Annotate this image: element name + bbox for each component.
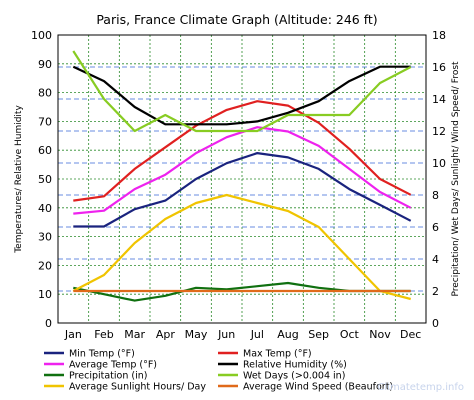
x-tick-label: Dec xyxy=(400,328,421,341)
y-tick-left: 10 xyxy=(38,288,52,301)
series-line-max-temp-f xyxy=(73,100,412,202)
series-line-wet-days-0-004-in xyxy=(72,50,412,133)
legend-label-wet-days-0-004-in: Wet Days (>0.004 in) xyxy=(243,371,345,382)
plot-border xyxy=(57,34,427,324)
x-tick-label: Mar xyxy=(124,328,145,341)
y-tick-right: 0 xyxy=(432,317,439,330)
legend-label-average-wind-speed-beaufort: Average Wind Speed (Beaufort) xyxy=(243,382,393,393)
x-axis-ticks: Jan Feb Mar Apr May Jun Jul Aug Sep Oct Nov Dec xyxy=(64,328,421,341)
y-tick-left: 100 xyxy=(31,29,52,42)
y-tick-left: 30 xyxy=(38,231,52,244)
legend-label-relative-humidity: Relative Humidity (%) xyxy=(243,360,347,371)
x-tick-label: Jan xyxy=(64,328,82,341)
y-tick-right: 4 xyxy=(432,253,439,266)
legend-label-min-temp-f: Min Temp (°F) xyxy=(69,349,135,360)
y-tick-left: 0 xyxy=(45,317,52,330)
y-tick-left: 80 xyxy=(38,87,52,100)
y-tick-right: 10 xyxy=(432,157,446,170)
x-tick-label: Jun xyxy=(217,328,235,341)
y-tick-left: 50 xyxy=(38,173,52,186)
y-tick-left: 40 xyxy=(38,202,52,215)
x-tick-label: Feb xyxy=(94,328,113,341)
y-tick-left: 60 xyxy=(38,144,52,157)
series-line-average-temp-f xyxy=(73,126,412,215)
x-tick-label: Jul xyxy=(250,328,264,341)
legend: Min Temp (°F) Max Temp (°F) Average Temp (… xyxy=(44,349,393,393)
legend-label-precipitation-in: Precipitation (in) xyxy=(69,371,147,382)
legend-label-max-temp-f: Max Temp (°F) xyxy=(243,349,312,360)
y-axis-left-ticks: 0 10 20 30 40 50 60 70 80 90 100 xyxy=(31,29,52,330)
x-tick-label: Apr xyxy=(156,328,176,341)
x-tick-label: Aug xyxy=(277,328,298,341)
y-tick-right: 14 xyxy=(432,93,446,106)
x-tick-label: Nov xyxy=(369,328,391,341)
y-tick-right: 6 xyxy=(432,221,439,234)
series-line-average-sunlight-hours-day xyxy=(72,193,411,301)
legend-label-average-sunlight-hours-day: Average Sunlight Hours/ Day xyxy=(69,382,206,393)
y-tick-right: 16 xyxy=(432,61,446,74)
y-axis-left-label: Temperatures/ Relative Humidity xyxy=(14,105,24,254)
y-tick-left: 20 xyxy=(38,259,52,272)
y-tick-right: 8 xyxy=(432,189,439,202)
series-lines xyxy=(72,50,412,302)
y-axis-right-label: Precipitation/ Wet Days/ Sunlight/ Wind … xyxy=(451,61,461,297)
x-tick-label: Oct xyxy=(340,328,360,341)
series-line-min-temp-f xyxy=(73,152,412,228)
y-tick-left: 70 xyxy=(38,115,52,128)
y-tick-right: 12 xyxy=(432,125,446,138)
x-tick-label: Sep xyxy=(308,328,329,341)
watermark: Climatetemp.info xyxy=(377,382,464,393)
y-axis-right-ticks: 0 2 4 6 8 10 12 14 16 18 xyxy=(432,29,446,330)
legend-label-average-temp-f: Average Temp (°F) xyxy=(69,360,157,371)
series-line-relative-humidity xyxy=(72,65,411,126)
chart-title: Paris, France Climate Graph (Altitude: 2… xyxy=(96,12,377,27)
y-tick-right: 2 xyxy=(432,285,439,298)
x-tick-label: May xyxy=(185,328,208,341)
y-tick-right: 18 xyxy=(432,29,446,42)
y-tick-left: 90 xyxy=(38,58,52,71)
